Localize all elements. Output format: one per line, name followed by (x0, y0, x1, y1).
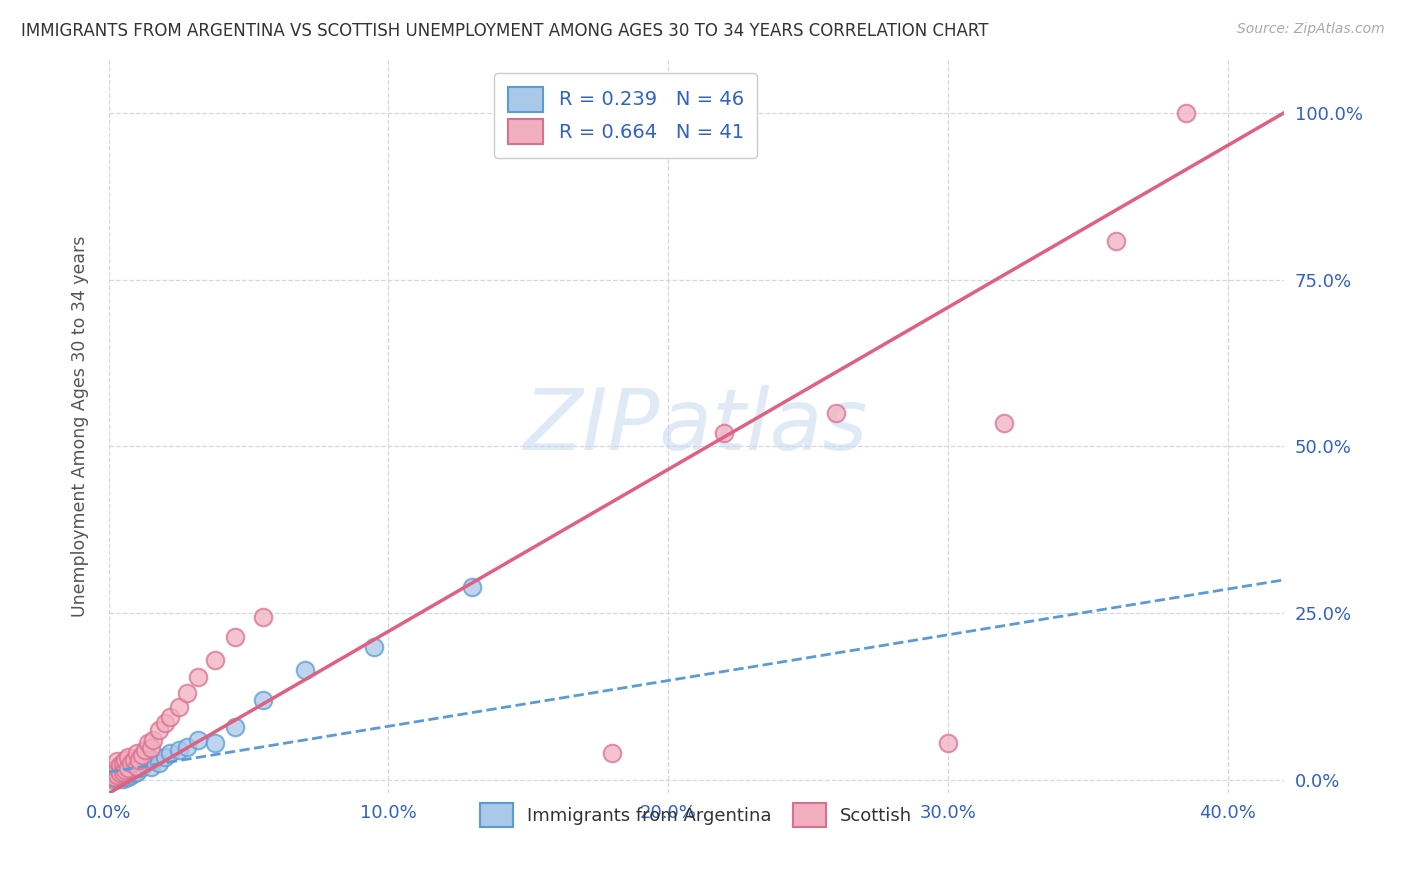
Point (159, 747, 181, 761)
Point (105, 767, 128, 781)
Point (363, 640, 385, 654)
Point (252, 693, 274, 707)
Point (139, 741, 162, 756)
Point (134, 756, 156, 771)
Point (108, 771, 131, 785)
Point (103, 763, 125, 777)
Point (108, 758, 131, 772)
Point (136, 749, 159, 764)
Point (204, 736, 226, 750)
Point (108, 759, 131, 773)
Point (936, 736, 959, 750)
Point (167, 699, 190, 714)
Point (117, 749, 139, 764)
Point (111, 767, 134, 781)
Point (100, 770, 122, 784)
Point (100, 766, 122, 780)
Point (103, 772, 125, 787)
Point (117, 770, 139, 784)
Point (825, 406, 848, 420)
Point (120, 767, 142, 781)
Point (142, 753, 165, 767)
Point (120, 756, 142, 771)
Point (153, 716, 176, 731)
Text: ZIPatlas: ZIPatlas (524, 385, 869, 468)
Point (224, 720, 246, 734)
Legend: Immigrants from Argentina, Scottish: Immigrants from Argentina, Scottish (471, 795, 921, 836)
Point (122, 766, 145, 780)
Point (131, 759, 153, 773)
Point (713, 426, 735, 441)
Point (117, 761, 139, 775)
Point (105, 761, 128, 775)
Point (111, 756, 134, 771)
Point (125, 747, 148, 761)
Point (122, 753, 145, 767)
Point (114, 764, 136, 779)
Point (103, 763, 125, 777)
Point (461, 580, 484, 594)
Text: IMMIGRANTS FROM ARGENTINA VS SCOTTISH UNEMPLOYMENT AMONG AGES 30 TO 34 YEARS COR: IMMIGRANTS FROM ARGENTINA VS SCOTTISH UN… (21, 22, 988, 40)
Point (114, 770, 136, 784)
Point (100, 766, 122, 780)
Point (103, 770, 125, 784)
Point (125, 764, 148, 779)
Y-axis label: Unemployment Among Ages 30 to 34 years: Unemployment Among Ages 30 to 34 years (72, 235, 89, 617)
Point (252, 609, 274, 624)
Point (139, 759, 162, 773)
Point (142, 733, 165, 747)
Point (204, 653, 226, 667)
Point (111, 764, 134, 779)
Point (294, 663, 316, 677)
Point (114, 753, 136, 767)
Point (1105, 234, 1128, 248)
Point (167, 743, 190, 757)
Point (187, 733, 209, 747)
Point (125, 759, 148, 773)
Point (103, 770, 125, 784)
Point (114, 763, 136, 777)
Point (1174, 106, 1197, 120)
Point (111, 756, 134, 771)
Point (105, 767, 128, 781)
Point (148, 756, 170, 771)
Point (105, 761, 128, 775)
Point (111, 763, 134, 777)
Point (117, 756, 139, 771)
Point (148, 723, 170, 737)
Point (131, 747, 153, 762)
Point (153, 749, 176, 764)
Point (134, 743, 156, 757)
Point (187, 670, 209, 684)
Point (176, 686, 198, 700)
Point (111, 772, 134, 786)
Point (128, 753, 150, 767)
Point (128, 761, 150, 775)
Point (125, 753, 148, 767)
Point (600, 747, 623, 761)
Point (224, 630, 246, 644)
Point (176, 739, 198, 754)
Point (105, 772, 128, 786)
Point (105, 764, 128, 779)
Point (105, 755, 128, 769)
Point (159, 709, 181, 723)
Point (100, 770, 122, 784)
Point (114, 758, 136, 772)
Point (108, 766, 131, 780)
Point (136, 736, 159, 750)
Point (117, 763, 139, 777)
Point (120, 759, 142, 773)
Text: Source: ZipAtlas.com: Source: ZipAtlas.com (1237, 22, 1385, 37)
Point (108, 766, 131, 780)
Point (993, 416, 1015, 430)
Point (122, 756, 145, 771)
